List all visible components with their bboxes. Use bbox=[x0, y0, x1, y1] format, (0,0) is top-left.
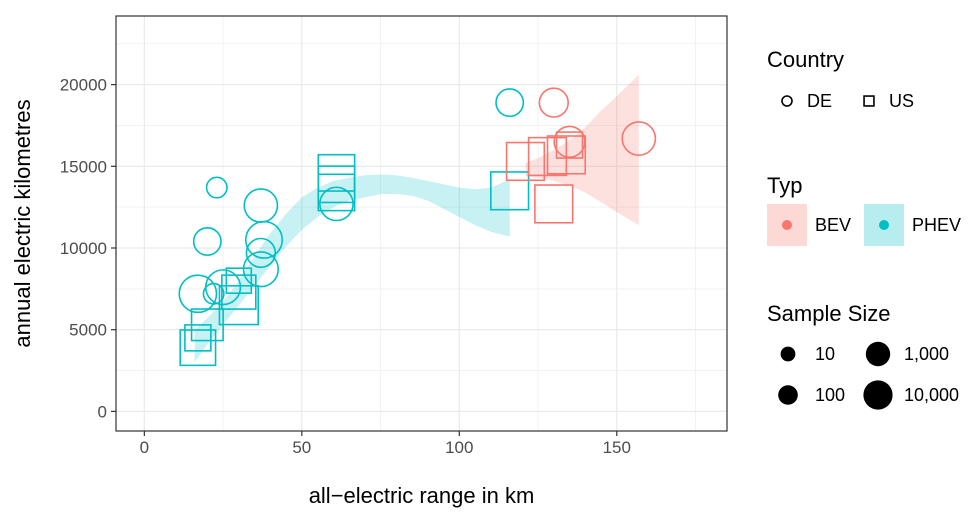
data-point bbox=[244, 220, 284, 259]
legend-key-bev-dot bbox=[782, 220, 792, 230]
legend-sample-size-title: Sample Size bbox=[767, 301, 891, 326]
y-axis-title: annual electric kilometres bbox=[10, 99, 35, 347]
data-point bbox=[553, 125, 586, 158]
data-point bbox=[621, 121, 657, 156]
data-point bbox=[184, 324, 212, 352]
x-tick-label: 0 bbox=[140, 438, 149, 457]
data-point bbox=[178, 274, 218, 314]
data-point bbox=[245, 237, 277, 269]
x-tick-label: 150 bbox=[603, 438, 631, 457]
legend-size-label: 10,000 bbox=[904, 385, 959, 405]
data-point bbox=[555, 131, 584, 159]
legend-key-us bbox=[863, 95, 875, 107]
legend-size-key bbox=[780, 346, 796, 362]
data-point bbox=[505, 141, 546, 182]
y-tick-label: 5000 bbox=[69, 321, 107, 340]
legend-label-phev: PHEV bbox=[912, 215, 961, 235]
legend-size-label: 1,000 bbox=[904, 344, 949, 364]
data-point bbox=[538, 87, 569, 118]
data-point bbox=[242, 251, 280, 288]
legend-country-title: Country bbox=[767, 47, 844, 72]
legend-size-key bbox=[865, 341, 891, 367]
y-tick-label: 10000 bbox=[60, 239, 107, 258]
legend-label-bev: BEV bbox=[815, 215, 851, 235]
legend-size-label: 100 bbox=[815, 385, 845, 405]
legend-key-phev-dot bbox=[879, 220, 889, 230]
data-point bbox=[218, 285, 260, 326]
smooth-band-phev bbox=[194, 174, 510, 363]
legend-typ-title: Typ bbox=[767, 173, 802, 198]
y-tick-label: 20000 bbox=[60, 76, 107, 95]
legend-label-us: US bbox=[889, 91, 914, 111]
data-point bbox=[221, 274, 257, 310]
y-tick-label: 15000 bbox=[60, 157, 107, 176]
data-point bbox=[534, 184, 574, 224]
plot-border bbox=[115, 15, 728, 432]
legend-size-label: 10 bbox=[815, 344, 835, 364]
data-points bbox=[178, 87, 657, 367]
legend-size-key bbox=[863, 380, 893, 410]
data-point bbox=[495, 88, 525, 118]
data-point bbox=[205, 176, 228, 199]
legend-label-de: DE bbox=[807, 91, 832, 111]
y-tick-label: 0 bbox=[98, 402, 107, 421]
data-point bbox=[317, 153, 356, 192]
x-tick-label: 50 bbox=[292, 438, 311, 457]
x-tick-label: 100 bbox=[445, 438, 473, 457]
data-point bbox=[192, 227, 222, 256]
data-point bbox=[179, 329, 217, 367]
legend-key-de bbox=[781, 95, 793, 107]
grid-lines bbox=[116, 16, 727, 431]
data-point bbox=[490, 171, 530, 211]
data-point bbox=[319, 186, 354, 222]
x-axis-title: all−electric range in km bbox=[309, 483, 535, 508]
legend-size-key bbox=[778, 385, 798, 405]
data-point bbox=[202, 282, 225, 305]
axes: 0 50 100 150 0 5000 10000 15000 20000 bbox=[60, 76, 631, 457]
data-point bbox=[204, 269, 242, 306]
data-point bbox=[546, 135, 587, 175]
legend: Country Typ Sample Size DE US BEV PHEV 10 1,0… bbox=[767, 47, 961, 410]
